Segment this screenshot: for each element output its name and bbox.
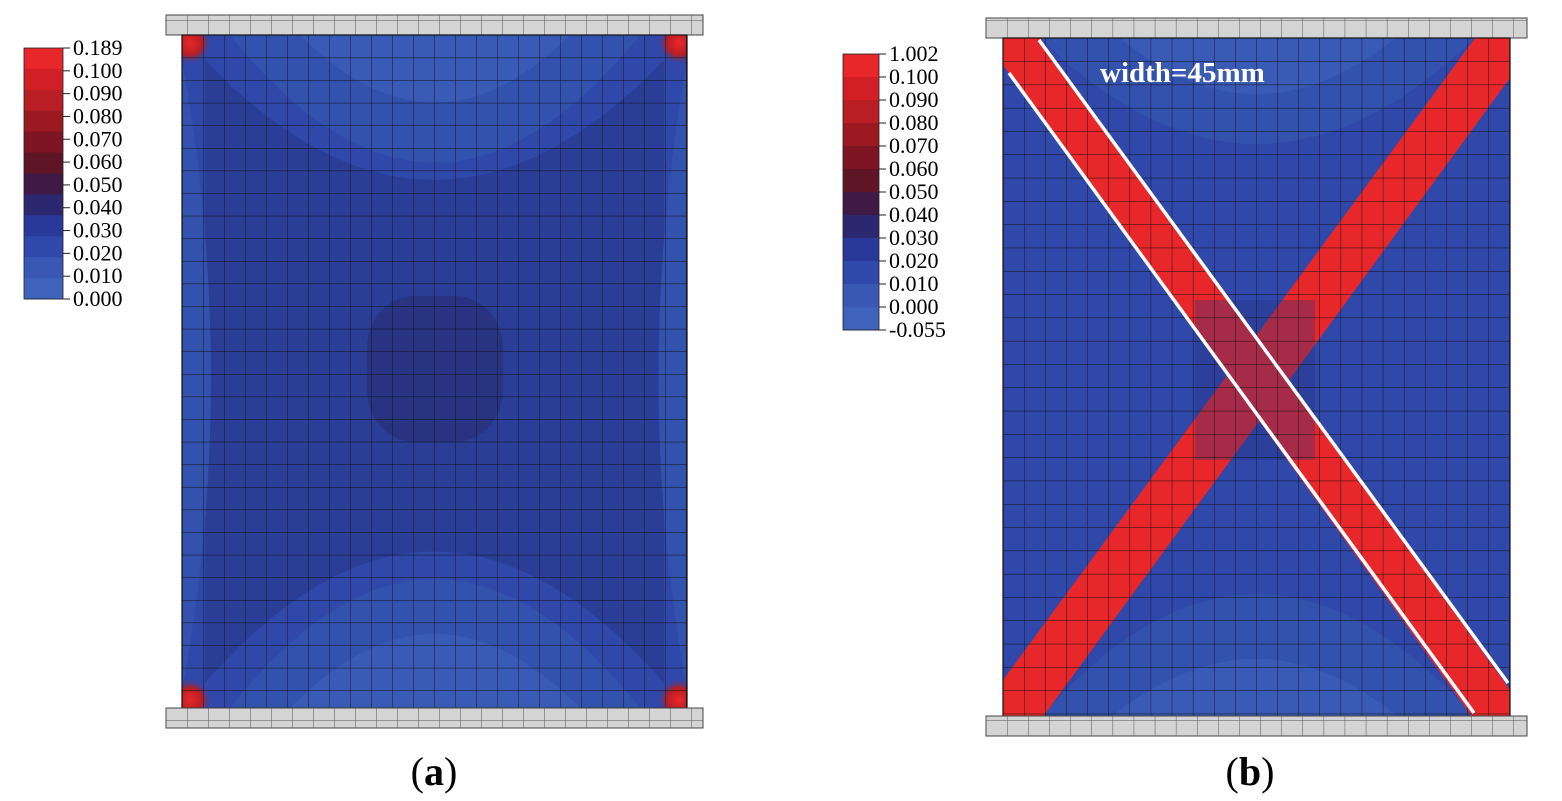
legend-label: -0.055 [889,317,946,342]
legend-label: 0.060 [889,156,939,181]
legend-swatch [24,89,63,112]
legend-swatch [24,257,63,279]
legend-swatch [843,123,879,147]
bottom-loading-plate-b [985,715,1528,737]
legend-label: 0.040 [73,195,123,220]
legend-label: 0.189 [73,35,123,60]
legend-label: 0.010 [889,271,939,296]
band-edge-line-lower [1007,71,1476,715]
legend-label: 0.000 [889,294,939,319]
legend-label: 0.000 [73,286,123,311]
legend-label: 0.090 [889,87,939,112]
legend-b: 1.0020.1000.0900.0800.0700.0600.0500.040… [842,41,946,342]
legend-label: 0.100 [73,58,123,83]
legend-label: 0.060 [73,149,123,174]
band-edge-line-upper [1037,38,1510,685]
legend-label: 0.080 [73,103,123,128]
legend-label: 0.100 [889,64,939,89]
legend-swatch [24,68,63,91]
legend-swatch [24,152,63,174]
legend-swatch [24,278,63,300]
legend-swatch [843,192,879,216]
legend-label: 0.090 [73,81,123,106]
contour-mesh-b [1003,38,1510,718]
legend-swatch [24,194,63,216]
legend-swatch [24,173,63,195]
legend-swatch [843,100,879,124]
panel-a: 0.1890.1000.0900.0800.0700.0600.0500.040… [23,14,704,794]
legend-swatch [843,77,879,101]
legend-swatch [843,307,879,331]
legend-a: 0.1890.1000.0900.0800.0700.0600.0500.040… [23,35,123,311]
legend-swatch [24,110,63,133]
legend-swatch [24,215,63,237]
legend-label: 0.080 [889,110,939,135]
band-width-annotation: width=45mm [1100,57,1265,89]
legend-swatch [843,261,879,285]
legend-swatch [843,284,879,308]
legend-label: 0.040 [889,202,939,227]
legend-label: 1.002 [889,41,939,66]
legend-label: 0.050 [73,172,123,197]
legend-label: 0.020 [73,240,123,265]
legend-swatch [843,238,879,262]
legend-label: 0.050 [889,179,939,204]
bottom-loading-plate-a [165,707,704,729]
legend-swatch [843,146,879,170]
legend-label: 0.070 [889,133,939,158]
legend-label: 0.030 [73,218,123,243]
legend-label: 0.010 [73,263,123,288]
panel-b: 1.0020.1000.0900.0800.0700.0600.0500.040… [842,17,1528,794]
legend-swatch [24,131,63,154]
legend-label: 0.070 [73,126,123,151]
legend-border [23,47,64,300]
top-loading-plate-a [165,14,704,36]
panel-label-a: (a) [411,749,458,794]
legend-label: 0.020 [889,248,939,273]
legend-swatch [843,215,879,239]
panel-label-b: (b) [1226,749,1275,794]
legend-swatch [843,169,879,193]
legend-swatch [24,236,63,258]
legend-swatch [24,48,63,70]
legend-swatch [843,54,879,78]
contour-mesh-a [182,35,687,708]
top-loading-plate-b [985,17,1528,39]
legend-label: 0.030 [889,225,939,250]
